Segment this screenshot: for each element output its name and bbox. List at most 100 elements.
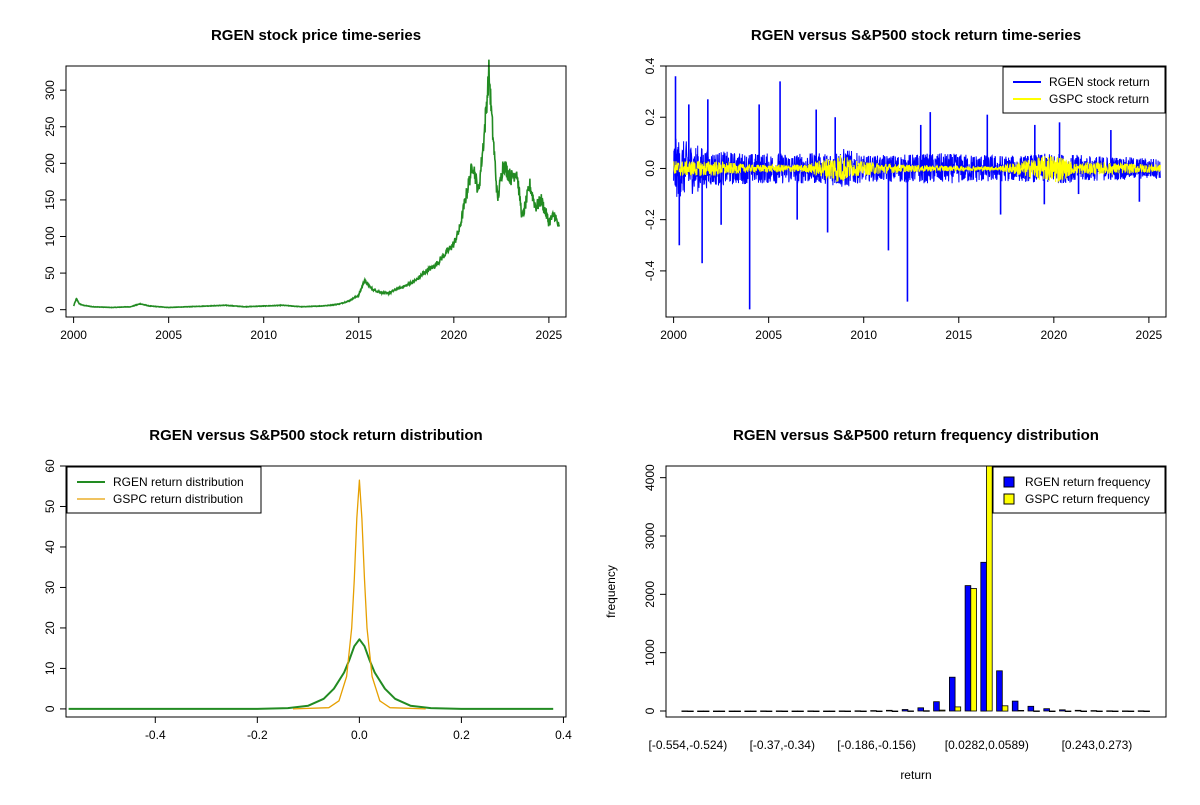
x-tick-label: 2015 <box>345 328 372 342</box>
rgen-frequency-bar <box>996 670 1003 712</box>
legend-swatch <box>1003 476 1015 488</box>
price-series-line <box>72 59 561 309</box>
x-tick-label: 2015 <box>945 328 972 342</box>
x-tick-label: -0.4 <box>145 728 166 742</box>
gspc-frequency-bar <box>687 710 694 713</box>
gspc-frequency-bar <box>986 466 993 712</box>
y-tick-label: 4000 <box>643 464 657 491</box>
x-tick-label: 2010 <box>850 328 877 342</box>
x-tick-label: [-0.186,-0.156) <box>837 738 916 752</box>
legend-label: RGEN return frequency <box>1025 475 1150 489</box>
x-tick-label: 0.4 <box>555 728 572 742</box>
rgen-frequency-bar <box>917 707 925 712</box>
rgen-frequency-bar <box>775 710 783 712</box>
rgen-frequency-bar <box>1090 710 1098 712</box>
y-tick-label: 150 <box>43 190 57 210</box>
gspc-frequency-bar <box>750 710 757 713</box>
rgen-frequency-bar <box>854 710 862 712</box>
legend-label: GSPC stock return <box>1049 92 1149 106</box>
y-tick-label: 0.0 <box>643 160 657 177</box>
rgen-frequency-bar <box>1011 700 1019 712</box>
chart-title: RGEN versus S&P500 stock return time-ser… <box>751 27 1081 44</box>
x-tick-label: [-0.37,-0.34) <box>750 738 815 752</box>
gspc-frequency-bar <box>1096 710 1103 713</box>
x-tick-label: 2005 <box>155 328 182 342</box>
legend-label: RGEN return distribution <box>113 475 244 489</box>
gspc-frequency-bar <box>907 710 914 712</box>
x-tick-label: 2005 <box>755 328 782 342</box>
rgen-frequency-bar <box>901 709 909 712</box>
x-tick-label: 2020 <box>1040 328 1067 342</box>
y-tick-label: 0 <box>643 707 657 714</box>
x-tick-label: 2025 <box>1136 328 1163 342</box>
gspc-frequency-bar <box>938 709 946 712</box>
gspc-frequency-bar <box>1080 710 1088 713</box>
rgen-frequency-bar <box>697 710 704 713</box>
rgen-frequency-bar <box>886 709 893 712</box>
legend: RGEN return distribution GSPC return dist… <box>66 466 262 514</box>
rgen-frequency-bar <box>964 585 972 712</box>
y-tick-label: 200 <box>43 153 57 173</box>
rgen-frequency-bar <box>681 710 689 712</box>
rgen-frequency-bar <box>838 710 846 712</box>
y-tick-label: 50 <box>43 499 57 513</box>
x-tick-label: [-0.554,-0.524) <box>649 738 728 752</box>
y-tick-label: 0 <box>43 306 57 313</box>
chart-title: RGEN versus S&P500 return frequency dist… <box>733 427 1099 444</box>
x-tick-label: 2010 <box>250 328 277 342</box>
x-tick-label: 0.2 <box>453 728 470 742</box>
y-tick-label: 1000 <box>643 639 657 666</box>
gspc-frequency-bar <box>718 710 726 713</box>
plot-frame <box>65 65 567 318</box>
rgen-frequency-bar <box>870 710 877 712</box>
x-tick-label: -0.2 <box>247 728 268 742</box>
gspc-frequency-bar <box>702 710 710 713</box>
y-tick-label: 250 <box>43 116 57 136</box>
rgen-frequency-bar <box>744 710 751 713</box>
y-tick-label: 60 <box>43 459 57 473</box>
rgen-frequency-bar <box>980 561 987 712</box>
x-axis-label: return <box>900 768 931 782</box>
rgen-frequency-bar <box>1122 710 1129 712</box>
rgen-frequency-bar <box>1074 709 1082 712</box>
y-tick-label: 300 <box>43 80 57 100</box>
x-tick-label: 2020 <box>440 328 467 342</box>
chart-panel-2: RGEN versus S&P500 stock return time-ser… <box>643 27 1167 342</box>
rgen-frequency-bar <box>949 676 956 712</box>
gspc-frequency-bar <box>797 710 804 713</box>
chart-panel-4: RGEN versus S&P500 return frequency dist… <box>604 427 1167 782</box>
rgen-density-line <box>68 638 554 710</box>
legend: RGEN stock return GSPC stock return <box>1002 66 1166 114</box>
y-tick-label: 40 <box>43 540 57 554</box>
legend-swatch <box>1003 493 1015 505</box>
gspc-frequency-bar <box>860 710 867 713</box>
gspc-frequency-bar <box>734 710 741 713</box>
gspc-frequency-bar <box>1127 710 1135 713</box>
y-tick-label: 100 <box>43 226 57 246</box>
rgen-frequency-bar <box>807 710 814 712</box>
y-tick-label: 0.4 <box>643 57 657 74</box>
rgen-frequency-bar <box>1059 709 1066 712</box>
y-tick-label: -0.4 <box>643 260 657 281</box>
legend-box <box>992 466 1166 514</box>
gspc-frequency-bar <box>813 710 820 713</box>
legend-label: GSPC return frequency <box>1025 492 1150 506</box>
gspc-frequency-bar <box>1033 710 1040 712</box>
gspc-frequency-bar <box>765 710 773 713</box>
rgen-frequency-bar <box>728 710 736 713</box>
plot-frame <box>665 65 1167 318</box>
legend: RGEN return frequency GSPC return frequen… <box>992 466 1166 514</box>
rgen-frequency-bar <box>791 710 799 713</box>
plot-frame <box>65 465 567 718</box>
gspc-density-line <box>292 479 426 710</box>
y-tick-label: 2000 <box>643 581 657 608</box>
gspc-frequency-bar <box>970 588 977 712</box>
gspc-frequency-bar <box>1112 710 1119 713</box>
y-tick-label: 3000 <box>643 522 657 549</box>
gspc-frequency-bar <box>923 710 930 712</box>
rgen-frequency-bar <box>1137 710 1145 712</box>
legend-label: GSPC return distribution <box>113 492 243 506</box>
